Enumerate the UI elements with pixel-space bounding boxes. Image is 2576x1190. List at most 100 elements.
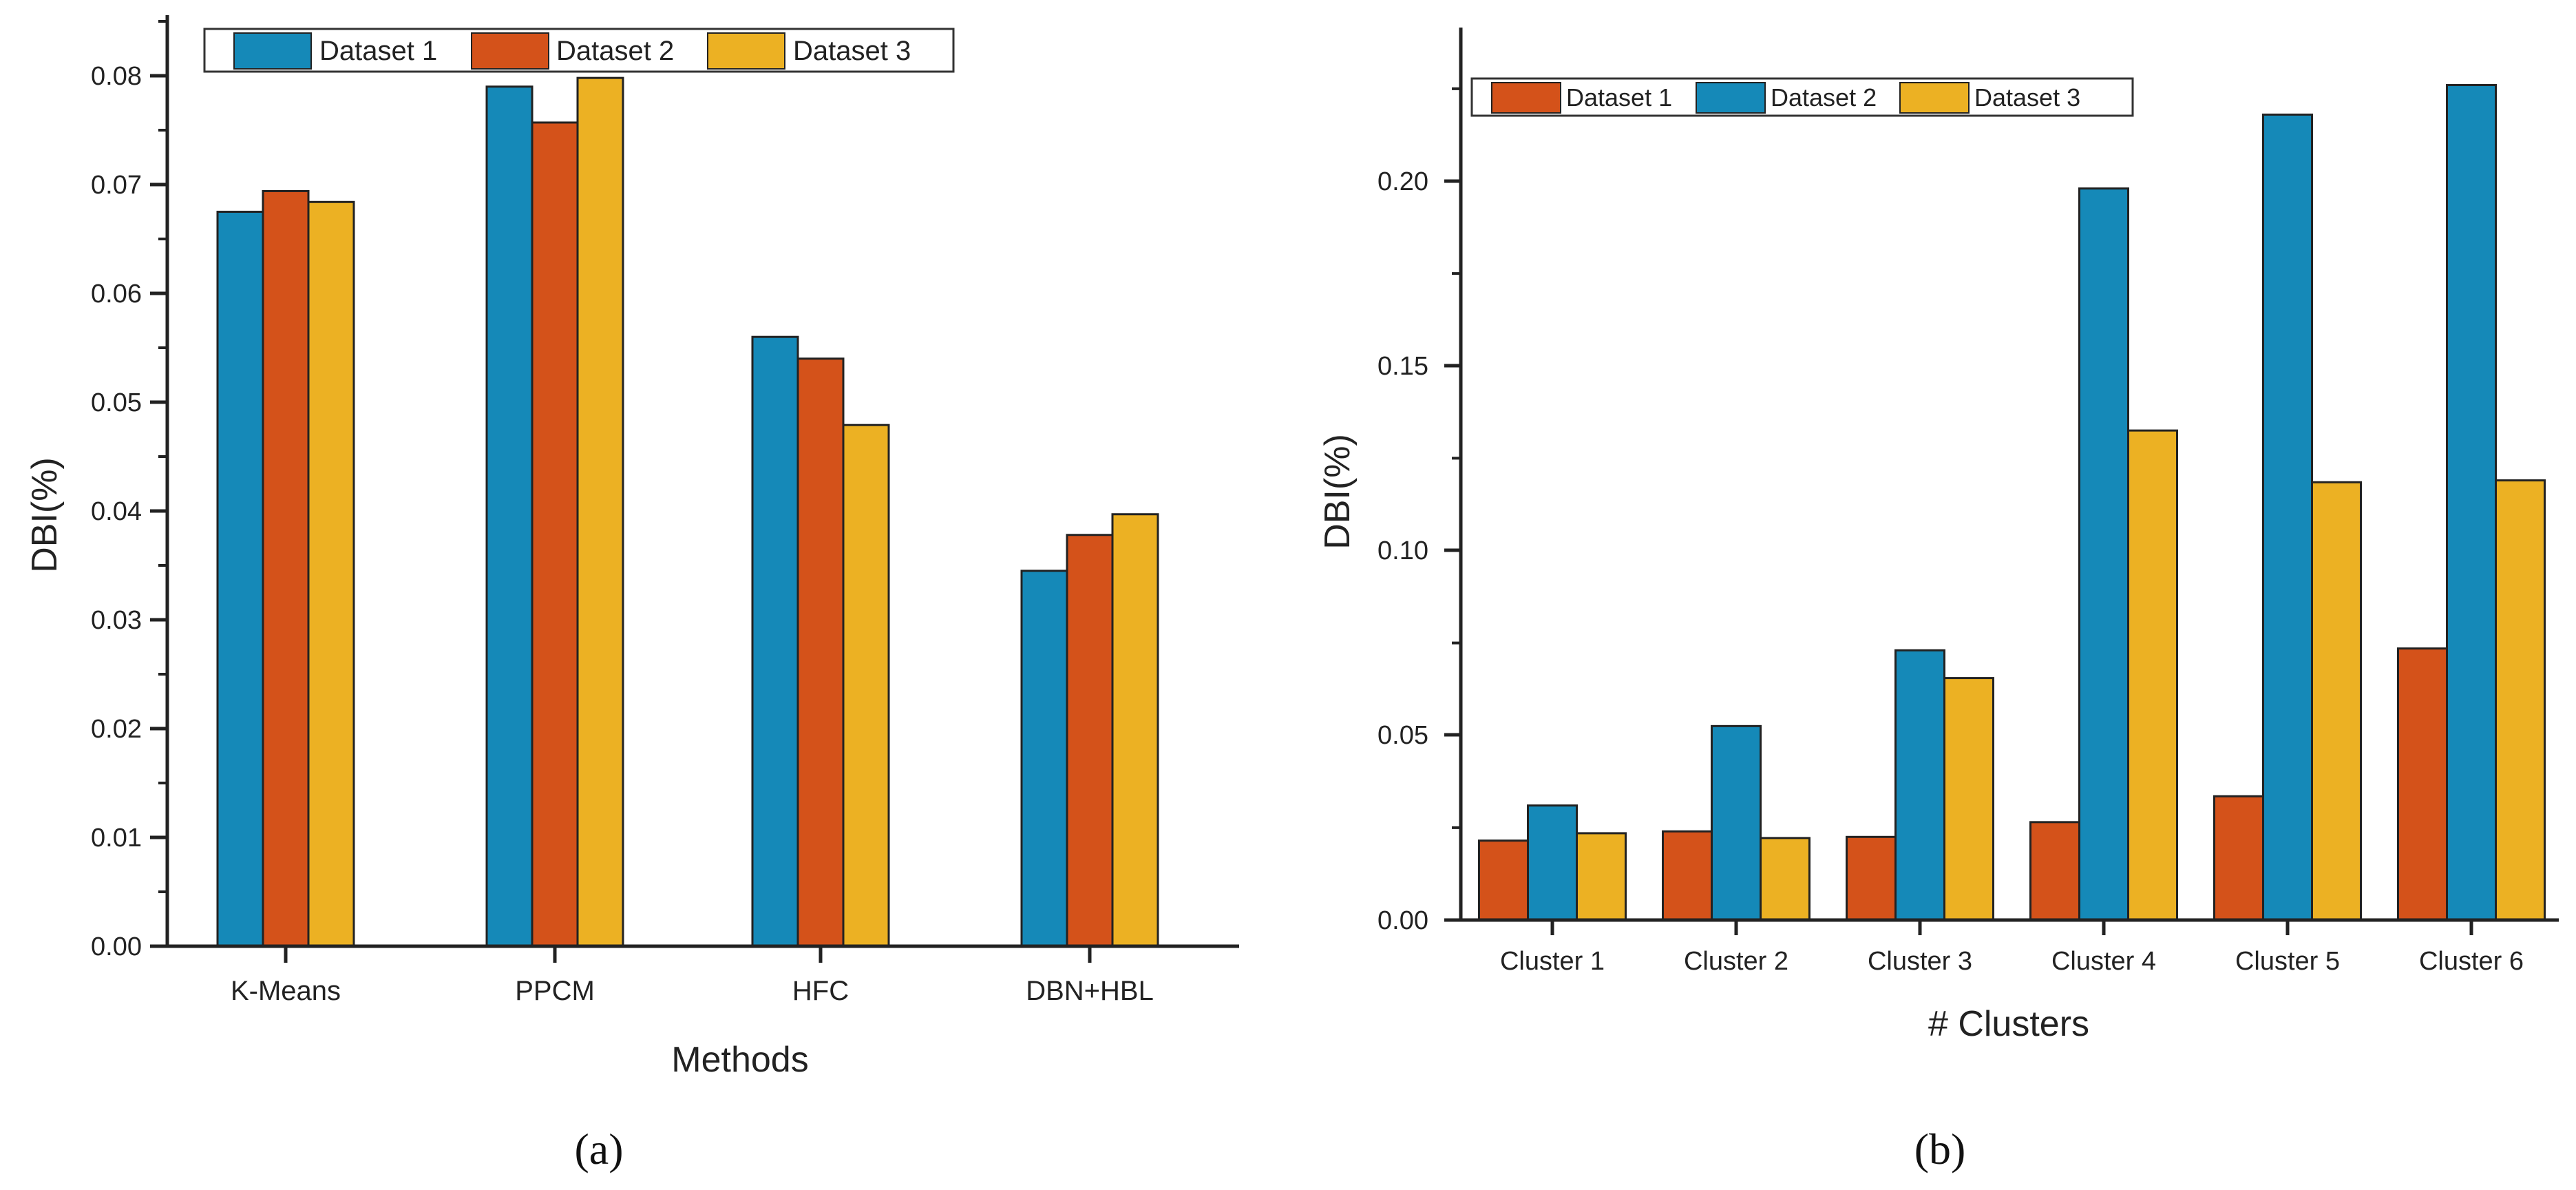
chart-b-bar [1760, 837, 1810, 921]
chart-a-legend-swatch [707, 32, 785, 70]
chart-a-bar [531, 121, 579, 948]
chart-a-ytick-label: 0.07 [91, 171, 142, 200]
chart-b-legend-swatch [1899, 82, 1970, 114]
chart-b-legend: Dataset 1 Dataset 2 Dataset 3 [1470, 77, 2134, 117]
chart-b-xtick: Cluster 1 [1500, 920, 1605, 976]
chart-b-legend-swatch [1491, 82, 1561, 114]
chart-b-ytick: 0.00 [1377, 906, 1461, 935]
chart-b-legend-label: Dataset 1 [1566, 83, 1672, 112]
chart-a-xtick: PPCM [515, 946, 595, 1006]
chart-b-bar [2397, 647, 2448, 921]
chart-b-panel-label: (b) [1914, 1125, 1966, 1173]
chart-a-ytick-label: 0.03 [91, 606, 142, 635]
chart-a-bar [307, 200, 355, 948]
chart-a-xtick: DBN+HBL [1026, 946, 1154, 1006]
chart-b-bar [2213, 795, 2264, 921]
chart-a-ytick: 0.07 [91, 171, 167, 200]
chart-a-ytick-label: 0.00 [91, 932, 142, 961]
chart-b-bar [1662, 830, 1713, 921]
chart-b-bar [2127, 429, 2178, 921]
chart-b-bar [2262, 113, 2313, 921]
chart-b-bar [1527, 804, 1578, 921]
chart-a-y-ticks: 0.00 0.01 0.02 0.03 0.04 0.05 0.06 0.07 … [91, 62, 167, 961]
chart-a-ytick: 0.04 [91, 497, 167, 526]
chart-a-bar [576, 76, 624, 948]
chart-b-xtick-label: Cluster 4 [2051, 947, 2156, 976]
chart-b-legend-label: Dataset 2 [1771, 83, 1877, 112]
chart-a-legend-label: Dataset 2 [556, 36, 674, 66]
chart-a-xtick-label: K-Means [231, 976, 341, 1006]
chart-a-bar [1020, 570, 1068, 948]
chart-b-ytick-label: 0.10 [1377, 536, 1428, 565]
chart-b-bar [2495, 479, 2546, 921]
chart-b-y-ticks: 0.00 0.05 0.10 0.15 0.20 [1377, 167, 1461, 935]
chart-b-xtick-label: Cluster 1 [1500, 947, 1605, 976]
chart-b-bar [1711, 724, 1762, 921]
chart-a-legend-label: Dataset 3 [793, 36, 911, 66]
chart-b-bar [2029, 821, 2080, 921]
chart-b-ytick-label: 0.05 [1377, 721, 1428, 750]
chart-a-y-axis-title: DBI(%) [25, 457, 65, 573]
chart-b-xtick-label: Cluster 6 [2419, 947, 2524, 976]
chart-b-bars [1478, 84, 2546, 921]
chart-a-bar [842, 424, 890, 948]
chart-b: 0.00 0.05 0.10 0.15 0.20 Cluster 1 Clust… [1318, 28, 2559, 1173]
chart-b-xtick: Cluster 5 [2235, 920, 2340, 976]
chart-b-xtick: Cluster 2 [1684, 920, 1788, 976]
chart-b-xtick-label: Cluster 3 [1868, 947, 1972, 976]
chart-a-bar [751, 335, 799, 948]
chart-a-legend-label: Dataset 1 [319, 36, 437, 66]
chart-a-bar [796, 357, 845, 948]
chart-a-xtick-label: DBN+HBL [1026, 976, 1154, 1006]
chart-b-ytick-label: 0.15 [1377, 352, 1428, 381]
chart-b-ytick-label: 0.00 [1377, 906, 1428, 935]
chart-b-bar [1846, 835, 1897, 921]
chart-a-ytick: 0.06 [91, 280, 167, 309]
chart-a-bars [216, 76, 1159, 948]
chart-b-xtick-label: Cluster 5 [2235, 947, 2340, 976]
chart-a-ytick-label: 0.06 [91, 280, 142, 309]
chart-b-xtick: Cluster 6 [2419, 920, 2524, 976]
chart-b-y-axis-title: DBI(%) [1318, 434, 1358, 550]
chart-b-ytick-label: 0.20 [1377, 167, 1428, 196]
chart-b-xtick: Cluster 3 [1868, 920, 1972, 976]
chart-a-ytick: 0.03 [91, 606, 167, 635]
chart-b-legend-swatch [1696, 82, 1766, 114]
chart-a-xtick-label: PPCM [515, 976, 595, 1006]
chart-a-legend-frame [203, 28, 955, 73]
chart-a-bar [1066, 534, 1114, 948]
chart-b-bar [2311, 481, 2362, 921]
chart-a-legend-swatch [233, 32, 312, 70]
chart-a-ytick-label: 0.01 [91, 824, 142, 853]
chart-a-x-ticks: K-Means PPCM HFC DBN+HBL [231, 946, 1154, 1006]
chart-a-ytick-label: 0.04 [91, 497, 142, 526]
chart-b-bar [1894, 649, 1945, 921]
chart-a-ytick-label: 0.02 [91, 715, 142, 744]
chart-b-ytick: 0.20 [1377, 167, 1461, 196]
chart-b-xtick: Cluster 4 [2051, 920, 2156, 976]
chart-a-ytick: 0.02 [91, 715, 167, 744]
chart-a-ytick: 0.05 [91, 388, 167, 417]
chart-b-ytick: 0.10 [1377, 536, 1461, 565]
chart-a-legend-swatch [471, 32, 549, 70]
chart-a-xtick: HFC [792, 946, 849, 1006]
chart-b-ytick: 0.05 [1377, 721, 1461, 750]
chart-a-xtick: K-Means [231, 946, 341, 1006]
chart-b-xtick-label: Cluster 2 [1684, 947, 1788, 976]
chart-a-ytick: 0.00 [91, 932, 167, 961]
chart-a-panel-label: (a) [574, 1125, 623, 1173]
chart-a: 0.00 0.01 0.02 0.03 0.04 0.05 0.06 0.07 … [25, 15, 1239, 1173]
chart-a-bar [262, 189, 310, 948]
chart-a-bar [216, 211, 264, 948]
chart-a-ytick-label: 0.05 [91, 388, 142, 417]
chart-a-ytick: 0.01 [91, 824, 167, 853]
chart-b-legend-frame [1470, 77, 2134, 117]
chart-b-bar [1943, 677, 1994, 921]
chart-b-bar [1576, 832, 1627, 921]
chart-b-bar [2446, 84, 2497, 921]
chart-a-bar [485, 85, 534, 948]
chart-a-legend: Dataset 1 Dataset 2 Dataset 3 [203, 28, 955, 73]
chart-a-minor-ticks [158, 20, 167, 893]
chart-a-ytick-label: 0.08 [91, 62, 142, 91]
